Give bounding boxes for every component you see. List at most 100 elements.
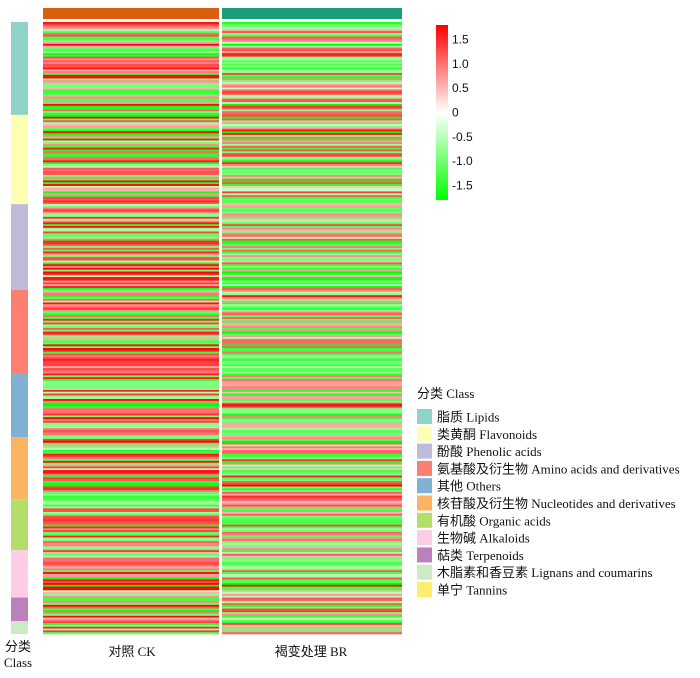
row-class-block-4 bbox=[11, 373, 28, 438]
heatmap-cell bbox=[222, 510, 402, 513]
heatmap-cell bbox=[222, 23, 402, 26]
legend-label: 单宁 Tannins bbox=[437, 583, 507, 598]
heatmap-cell bbox=[43, 404, 219, 407]
heatmap-cell bbox=[222, 415, 402, 418]
row-class-block-8 bbox=[11, 597, 28, 622]
heatmap-cell bbox=[222, 271, 402, 274]
heatmap-cell bbox=[222, 586, 402, 589]
heatmap-cell bbox=[222, 535, 402, 538]
heatmap-cell bbox=[222, 315, 402, 318]
heatmap-cell bbox=[43, 486, 219, 489]
heatmap-cell bbox=[222, 455, 402, 458]
row-class-annotation bbox=[11, 22, 28, 634]
legend-swatch bbox=[417, 426, 432, 442]
heatmap-cell bbox=[43, 400, 219, 403]
heatmap-cell bbox=[43, 22, 219, 25]
heatmap-cell bbox=[222, 362, 402, 365]
heatmap-cell bbox=[43, 82, 219, 85]
heatmap-cell bbox=[222, 331, 402, 334]
heatmap-cell bbox=[222, 47, 402, 50]
heatmap-cell bbox=[222, 27, 402, 30]
heatmap-cell bbox=[43, 409, 219, 413]
heatmap-cell bbox=[43, 240, 219, 243]
heatmap-cell bbox=[222, 593, 402, 597]
heatmap-cell bbox=[43, 246, 219, 249]
heatmap-cell bbox=[222, 630, 402, 633]
heatmap-cell bbox=[43, 269, 219, 272]
heatmap-cell bbox=[222, 256, 402, 260]
heatmap-cell bbox=[43, 140, 219, 143]
heatmap-cell bbox=[222, 475, 402, 478]
heatmap-cell bbox=[222, 468, 402, 471]
heatmap-cell bbox=[222, 546, 402, 549]
heatmap-cell bbox=[222, 539, 402, 542]
heatmap-cell bbox=[43, 437, 219, 440]
heatmap-cell bbox=[43, 521, 219, 524]
heatmap-cell bbox=[43, 78, 219, 81]
heatmap-cell bbox=[43, 307, 219, 311]
heatmap-cell bbox=[222, 297, 402, 300]
heatmap-cell bbox=[43, 118, 219, 121]
heatmap-cell bbox=[222, 358, 402, 362]
heatmap-cell bbox=[43, 83, 219, 87]
heatmap-cell bbox=[43, 160, 219, 163]
heatmap-cell bbox=[43, 102, 219, 105]
heatmap-cell bbox=[222, 298, 402, 301]
heatmap-cell bbox=[43, 623, 219, 626]
legend-swatch bbox=[417, 478, 432, 494]
heatmap-cell bbox=[43, 93, 219, 96]
heatmap-cell bbox=[222, 562, 402, 566]
heatmap-cell bbox=[222, 318, 402, 322]
heatmap-cell bbox=[43, 595, 219, 598]
heatmap-cell bbox=[222, 366, 402, 369]
heatmap-cell bbox=[222, 508, 402, 511]
heatmap-cell bbox=[222, 431, 402, 434]
heatmap-cell bbox=[43, 247, 219, 250]
heatmap-cell bbox=[222, 377, 402, 380]
heatmap-cell bbox=[43, 382, 219, 385]
heatmap-cell bbox=[43, 349, 219, 352]
heatmap-cell bbox=[43, 69, 219, 72]
heatmap-cell bbox=[43, 184, 219, 187]
column-label-ck: 对照 CK bbox=[108, 644, 156, 659]
heatmap-cell bbox=[43, 109, 219, 112]
heatmap-cell bbox=[222, 450, 402, 453]
heatmap-cell bbox=[43, 196, 219, 199]
heatmap-cell bbox=[222, 313, 402, 316]
heatmap-cell bbox=[222, 544, 402, 547]
heatmap-cell bbox=[222, 251, 402, 254]
heatmap-cell bbox=[43, 470, 219, 473]
heatmap-cell bbox=[43, 608, 219, 611]
heatmap-cell bbox=[222, 69, 402, 72]
heatmap-cell bbox=[222, 36, 402, 39]
heatmap-cell bbox=[222, 515, 402, 518]
heatmap-cell bbox=[222, 262, 402, 265]
colorbar-tick-label: 1.5 bbox=[452, 33, 469, 47]
heatmap-cell bbox=[222, 495, 402, 498]
heatmap-cell bbox=[222, 408, 402, 411]
heatmap-cell bbox=[222, 42, 402, 45]
heatmap-cell bbox=[43, 588, 219, 591]
heatmap-cell bbox=[43, 612, 219, 615]
heatmap-cell bbox=[43, 205, 219, 209]
legend-swatch bbox=[417, 530, 432, 546]
heatmap-cell bbox=[43, 220, 219, 223]
heatmap-cell bbox=[43, 402, 219, 405]
heatmap-cell bbox=[222, 617, 402, 620]
heatmap-cell bbox=[43, 120, 219, 123]
heatmap-cell bbox=[222, 236, 402, 240]
heatmap-cell bbox=[43, 96, 219, 99]
heatmap-cell bbox=[222, 73, 402, 76]
heatmap-cell bbox=[222, 43, 402, 46]
heatmap-cell bbox=[222, 380, 402, 383]
legend-swatch bbox=[417, 547, 432, 563]
heatmap-cell bbox=[222, 426, 402, 429]
heatmap-cell bbox=[222, 470, 402, 473]
heatmap-cell bbox=[222, 277, 402, 280]
heatmap-cell bbox=[222, 142, 402, 145]
heatmap-cell bbox=[43, 215, 219, 218]
heatmap-cell bbox=[43, 91, 219, 94]
heatmap-cell bbox=[222, 575, 402, 578]
heatmap-cell bbox=[43, 353, 219, 356]
heatmap-cell bbox=[43, 613, 219, 617]
